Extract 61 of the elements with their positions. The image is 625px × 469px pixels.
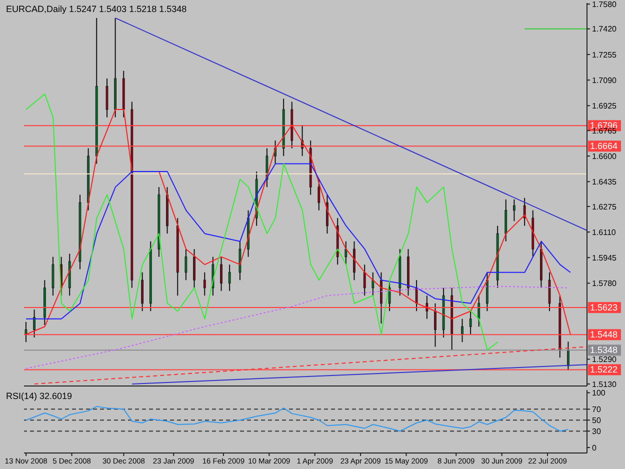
candlestick xyxy=(363,264,366,296)
line-series xyxy=(26,109,571,335)
y-tick-label: 50 xyxy=(592,416,602,425)
candlestick xyxy=(567,341,570,371)
y-tick-label: 1.6275 xyxy=(592,202,618,212)
line-series xyxy=(26,286,569,369)
ref-line-label: 1.5222 xyxy=(590,364,618,375)
candlestick xyxy=(478,295,480,328)
y-tick-label: 1.6925 xyxy=(592,101,618,110)
candlestick xyxy=(461,318,464,343)
candlestick xyxy=(193,248,196,288)
y-tick-label: 1.5130 xyxy=(592,380,618,389)
ref-line-label: 1.5448 xyxy=(590,330,618,340)
y-tick-label: 1.6600 xyxy=(592,152,618,161)
candlestick xyxy=(380,272,382,324)
candlestick xyxy=(141,272,144,312)
ref-line-label: 1.6664 xyxy=(590,141,618,152)
candlestick xyxy=(426,295,428,320)
chart-title: RSI(14) 32.6019 xyxy=(6,391,72,401)
candlestick xyxy=(318,178,320,211)
candlestick xyxy=(184,248,188,281)
y-tick-label: 1.6435 xyxy=(592,177,618,186)
candlestick xyxy=(203,272,206,296)
candlestick xyxy=(52,256,54,296)
candlestick xyxy=(523,197,526,226)
y-tick-label: 1.6110 xyxy=(592,228,616,237)
candlestick xyxy=(24,321,28,343)
candlestick xyxy=(469,310,472,335)
ref-line-label: 1.5348 xyxy=(590,345,618,356)
chart-title: EURCAD,Daily 1.5247 1.5403 1.5218 1.5348 xyxy=(6,4,187,14)
line-series xyxy=(26,406,569,432)
y-tick-label: 1.5290 xyxy=(592,355,618,364)
y-tick-label: 1.7255 xyxy=(592,50,618,60)
y-tick-label: 1.7580 xyxy=(592,0,618,9)
y-tick-label: 70 xyxy=(592,405,602,414)
y-tick-label: 1.7090 xyxy=(592,76,618,85)
candlestick xyxy=(326,194,328,234)
candlestick xyxy=(344,240,348,266)
y-tick-label: 1.5780 xyxy=(592,279,618,288)
candlestick xyxy=(415,280,418,312)
candlestick xyxy=(486,272,488,312)
candlestick xyxy=(33,309,36,338)
candlestick xyxy=(388,280,391,312)
line-series xyxy=(26,94,498,350)
candlestick xyxy=(220,256,222,292)
candlestick xyxy=(228,264,231,292)
y-tick-label: 30 xyxy=(592,426,602,436)
candlestick xyxy=(504,198,508,242)
y-tick-label: 100 xyxy=(592,388,606,398)
candlestick xyxy=(434,302,436,348)
y-tick-label: 1.7420 xyxy=(592,24,618,34)
candlestick xyxy=(238,240,242,281)
line-series xyxy=(26,163,571,320)
candlestick xyxy=(106,78,108,118)
candlestick xyxy=(353,240,356,281)
candlestick xyxy=(372,272,374,296)
y-tick-label: 1.5945 xyxy=(592,253,618,262)
candlestick xyxy=(513,198,516,222)
candlestick xyxy=(548,272,551,312)
ref-line-label: 1.5623 xyxy=(590,302,618,313)
y-tick-label: 0 xyxy=(592,443,597,452)
